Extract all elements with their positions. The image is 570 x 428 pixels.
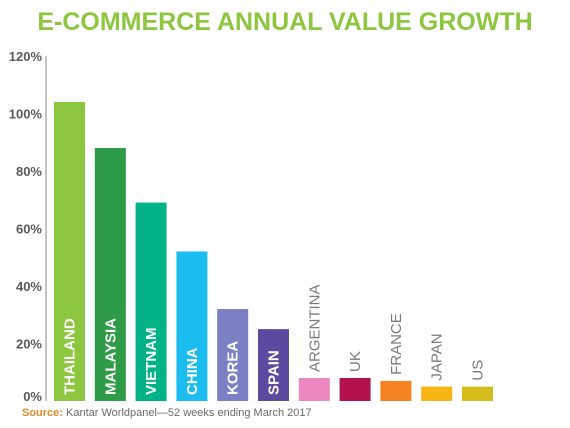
y-tick-label: 60% — [16, 222, 42, 237]
chart-title: E-COMMERCE ANNUAL VALUE GROWTH — [37, 8, 532, 36]
bar-france — [380, 380, 412, 401]
source-note: Source: Kantar Worldpanel—52 weeks endin… — [22, 407, 312, 419]
category-label: JAPAN — [429, 333, 446, 380]
y-tick-label: 20% — [16, 337, 42, 352]
bars: THAILAND MALAYSIA VIETNAM CHINA KOREA SPAIN AR… — [54, 102, 493, 401]
bar-japan — [421, 386, 453, 401]
category-label: ARGENTINA — [306, 284, 323, 372]
category-label: KOREA — [225, 341, 242, 395]
y-tick-label: 0% — [23, 389, 42, 404]
category-label: UK — [347, 351, 364, 372]
y-tick-label: 100% — [9, 107, 43, 122]
bar-china — [176, 251, 208, 401]
category-label: THAILAND — [62, 318, 79, 395]
y-axis-ticks: 0% 20% 40% 60% 80% 100% 120% — [9, 49, 43, 404]
source-label: Source: — [22, 407, 63, 419]
y-tick-label: 120% — [9, 49, 43, 64]
category-label: CHINA — [184, 347, 201, 395]
bar-malaysia — [94, 148, 126, 401]
bar-spain — [258, 329, 289, 401]
bar-us — [462, 386, 493, 401]
category-label: US — [470, 360, 487, 381]
category-label: MALAYSIA — [102, 318, 119, 395]
y-tick-label: 80% — [16, 164, 42, 179]
category-label: FRANCE — [388, 313, 405, 375]
source-text: Kantar Worldpanel—52 weeks ending March … — [63, 407, 312, 419]
bar-vietnam — [135, 202, 167, 401]
bar-thailand — [54, 102, 85, 401]
category-label: SPAIN — [266, 350, 283, 395]
bar-argentina — [298, 378, 330, 401]
bar-uk — [339, 378, 371, 401]
category-label: VIETNAM — [143, 328, 160, 396]
bar-korea — [217, 309, 249, 401]
y-tick-label: 40% — [16, 279, 42, 294]
